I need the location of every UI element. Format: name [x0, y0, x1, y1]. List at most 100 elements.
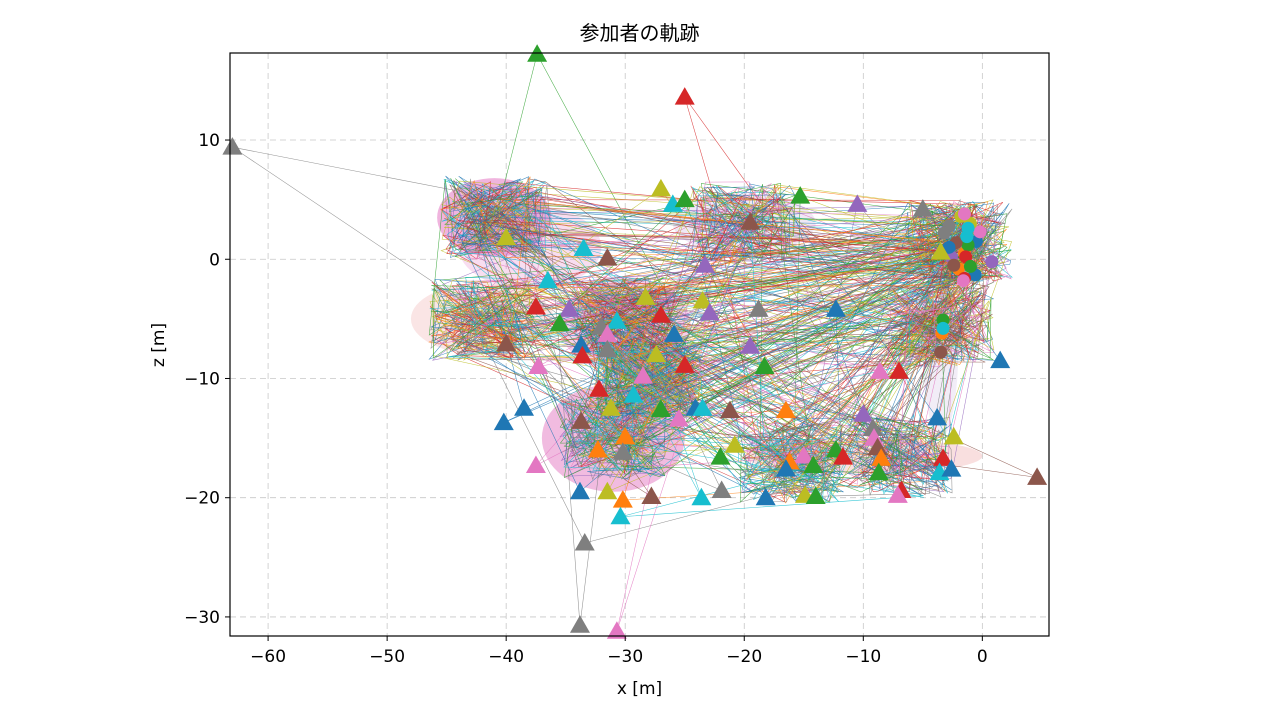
- end-marker: [612, 490, 633, 508]
- end-marker: [692, 398, 713, 416]
- end-marker: [930, 242, 951, 260]
- end-marker: [943, 426, 964, 445]
- end-marker: [569, 481, 590, 500]
- x-axis-ticks: −60 −50 −40 −30 −20 −10 0: [250, 636, 988, 667]
- x-axis-label: x [m]: [617, 679, 662, 699]
- trajectory-path: [563, 195, 1008, 478]
- start-marker: [985, 255, 999, 269]
- end-marker: [606, 311, 627, 329]
- end-marker: [496, 333, 517, 352]
- start-marker: [934, 345, 948, 359]
- axes-frame: [229, 52, 1050, 637]
- end-marker: [610, 506, 631, 525]
- x-tick-label: −20: [726, 647, 762, 667]
- end-marker: [825, 299, 846, 317]
- trajectory-path: [601, 326, 953, 498]
- end-marker: [755, 487, 776, 506]
- end-marker: [868, 462, 889, 481]
- end-marker: [833, 447, 854, 465]
- start-marker: [973, 225, 987, 239]
- trajectory-path: [445, 256, 966, 396]
- trajectory-path: [598, 223, 974, 477]
- trajectory-path: [624, 256, 989, 492]
- x-tick-label: −50: [369, 647, 405, 667]
- end-marker: [574, 533, 595, 551]
- end-marker: [646, 344, 667, 363]
- trajectory-path: [599, 231, 981, 497]
- end-marker: [887, 485, 908, 503]
- end-marker: [641, 486, 662, 505]
- x-tick-label: −30: [607, 647, 643, 667]
- trajectory-path: [607, 181, 965, 502]
- start-marker: [957, 207, 971, 221]
- end-marker: [869, 361, 890, 379]
- end-marker: [537, 270, 558, 289]
- end-marker: [623, 385, 644, 403]
- end-marker: [790, 186, 811, 204]
- y-axis-ticks: −30 −20 −10 0 10: [184, 131, 230, 628]
- end-marker: [493, 412, 514, 431]
- end-marker: [754, 356, 775, 375]
- trajectory-path: [563, 216, 962, 503]
- start-marker: [961, 221, 975, 235]
- start-marker: [942, 240, 956, 254]
- end-marker: [600, 398, 621, 416]
- y-axis-label: z [m]: [149, 323, 169, 367]
- y-tick-label: −30: [184, 608, 220, 628]
- end-marker: [587, 440, 608, 458]
- end-marker: [571, 411, 592, 429]
- end-marker: [496, 227, 517, 246]
- trajectory-path: [456, 189, 965, 372]
- end-marker: [867, 437, 888, 456]
- x-tick-label: −10: [845, 647, 881, 667]
- end-marker: [633, 366, 654, 384]
- end-marker: [694, 255, 715, 273]
- end-marker: [927, 407, 948, 426]
- trajectory-path: [739, 230, 1012, 503]
- trajectory-path: [574, 191, 980, 632]
- trajectory-path: [580, 228, 969, 467]
- end-marker: [793, 445, 814, 464]
- end-marker: [597, 481, 618, 500]
- trajectory-path: [429, 185, 965, 501]
- end-marker: [871, 448, 892, 466]
- y-tick-label: 0: [209, 250, 220, 270]
- trajectory-path: [440, 180, 982, 463]
- end-marker: [650, 399, 671, 417]
- end-marker: [612, 442, 633, 460]
- x-tick-label: −60: [250, 647, 286, 667]
- end-marker: [664, 324, 685, 342]
- end-marker: [805, 486, 826, 505]
- trajectory-path: [459, 202, 1006, 479]
- chart-title: 参加者の軌跡: [580, 21, 700, 45]
- end-marker: [853, 404, 874, 422]
- trajectory-path: [503, 191, 965, 423]
- trajectory-path: [566, 290, 990, 496]
- trajectory-path: [775, 284, 977, 497]
- end-marker: [650, 305, 671, 323]
- end-marker: [674, 355, 695, 373]
- end-marker: [597, 248, 618, 266]
- trajectory-path: [431, 186, 989, 438]
- trajectory-path: [454, 207, 961, 439]
- end-marker: [862, 418, 883, 437]
- start-marker: [956, 274, 970, 288]
- end-marker: [549, 313, 570, 332]
- end-marker: [990, 350, 1011, 369]
- end-marker: [662, 194, 683, 212]
- end-marker: [597, 339, 618, 358]
- end-marker: [847, 194, 868, 212]
- end-marker: [740, 336, 761, 354]
- end-marker: [724, 435, 745, 453]
- trajectory-path: [453, 264, 954, 491]
- trajectory-path: [576, 188, 993, 448]
- trajectory-path: [572, 247, 950, 626]
- end-marker: [668, 409, 689, 427]
- end-marker: [889, 361, 910, 379]
- x-tick-label: 0: [977, 647, 988, 667]
- trajectory-path: [438, 183, 977, 457]
- end-marker: [1027, 467, 1048, 485]
- end-marker: [525, 455, 546, 474]
- end-marker: [674, 189, 695, 208]
